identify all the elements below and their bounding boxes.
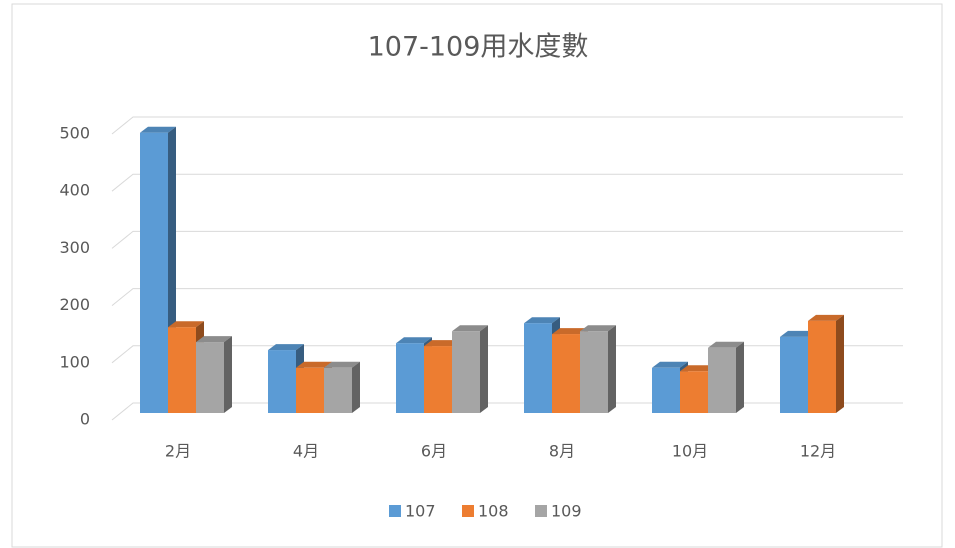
bar-side xyxy=(608,325,616,413)
bar-side xyxy=(224,336,232,413)
chart-title: 107-109用水度數 xyxy=(368,32,589,63)
legend-label: 109 xyxy=(551,502,582,521)
y-tick-label: 400 xyxy=(59,181,90,200)
bar-top xyxy=(396,337,432,344)
bar-front xyxy=(296,367,324,413)
x-tick-label: 2月 xyxy=(165,442,191,461)
bar-top xyxy=(708,341,744,348)
bar-front xyxy=(680,371,708,413)
grid-line xyxy=(111,230,903,249)
bar-top xyxy=(680,365,716,372)
grid-line xyxy=(111,116,903,135)
bar-top xyxy=(780,330,816,337)
bar xyxy=(196,336,232,413)
x-tick-label: 12月 xyxy=(800,442,836,461)
y-tick-label: 500 xyxy=(59,124,90,143)
bar-side xyxy=(480,325,488,413)
bar-top xyxy=(452,325,488,332)
bar-front xyxy=(452,331,480,413)
bar-top xyxy=(268,344,304,351)
bar-front xyxy=(268,350,296,413)
bar-top xyxy=(652,361,688,368)
y-tick-label: 300 xyxy=(59,238,90,257)
legend-swatch xyxy=(389,505,401,517)
bar-top xyxy=(580,325,616,332)
y-tick-label: 100 xyxy=(59,352,90,371)
bar xyxy=(580,325,616,413)
legend-label: 107 xyxy=(405,502,436,521)
grid-line xyxy=(111,173,903,192)
bar xyxy=(808,314,844,413)
bar-front xyxy=(196,342,224,413)
x-tick-label: 10月 xyxy=(672,442,708,461)
bar-side xyxy=(836,314,844,413)
bar-side xyxy=(736,341,744,413)
bar-front xyxy=(552,334,580,413)
bar-front xyxy=(780,336,808,413)
x-tick-label: 4月 xyxy=(293,442,319,461)
bar-front xyxy=(396,343,424,413)
bar-front xyxy=(168,327,196,413)
bar-top xyxy=(196,336,232,343)
legend-swatch xyxy=(535,505,547,517)
bar-front xyxy=(140,132,168,413)
bar-side xyxy=(352,361,360,413)
bar-top xyxy=(140,126,176,133)
y-tick-label: 200 xyxy=(59,295,90,314)
grid-line xyxy=(111,288,903,306)
bar-front xyxy=(708,347,736,413)
bar-front xyxy=(424,346,452,413)
grid-line xyxy=(111,345,903,364)
bar-top xyxy=(524,317,560,324)
bar-front xyxy=(652,367,680,413)
x-tick-label: 6月 xyxy=(421,442,447,461)
bar-top xyxy=(168,321,204,328)
grid-line xyxy=(111,402,903,421)
bar xyxy=(708,341,744,413)
bar-front xyxy=(580,331,608,413)
bar-top xyxy=(424,340,460,347)
bar-top xyxy=(324,361,360,368)
bar-top xyxy=(808,314,844,321)
legend-swatch xyxy=(462,505,474,517)
bar-top xyxy=(552,328,588,335)
bar-front xyxy=(808,320,836,413)
x-tick-label: 8月 xyxy=(549,442,575,461)
bar xyxy=(452,325,488,413)
bar xyxy=(324,361,360,413)
bar-top xyxy=(296,361,332,368)
legend-label: 108 xyxy=(478,502,509,521)
bar-front xyxy=(324,367,352,413)
y-tick-label: 0 xyxy=(80,410,90,429)
bar-front xyxy=(524,323,552,413)
